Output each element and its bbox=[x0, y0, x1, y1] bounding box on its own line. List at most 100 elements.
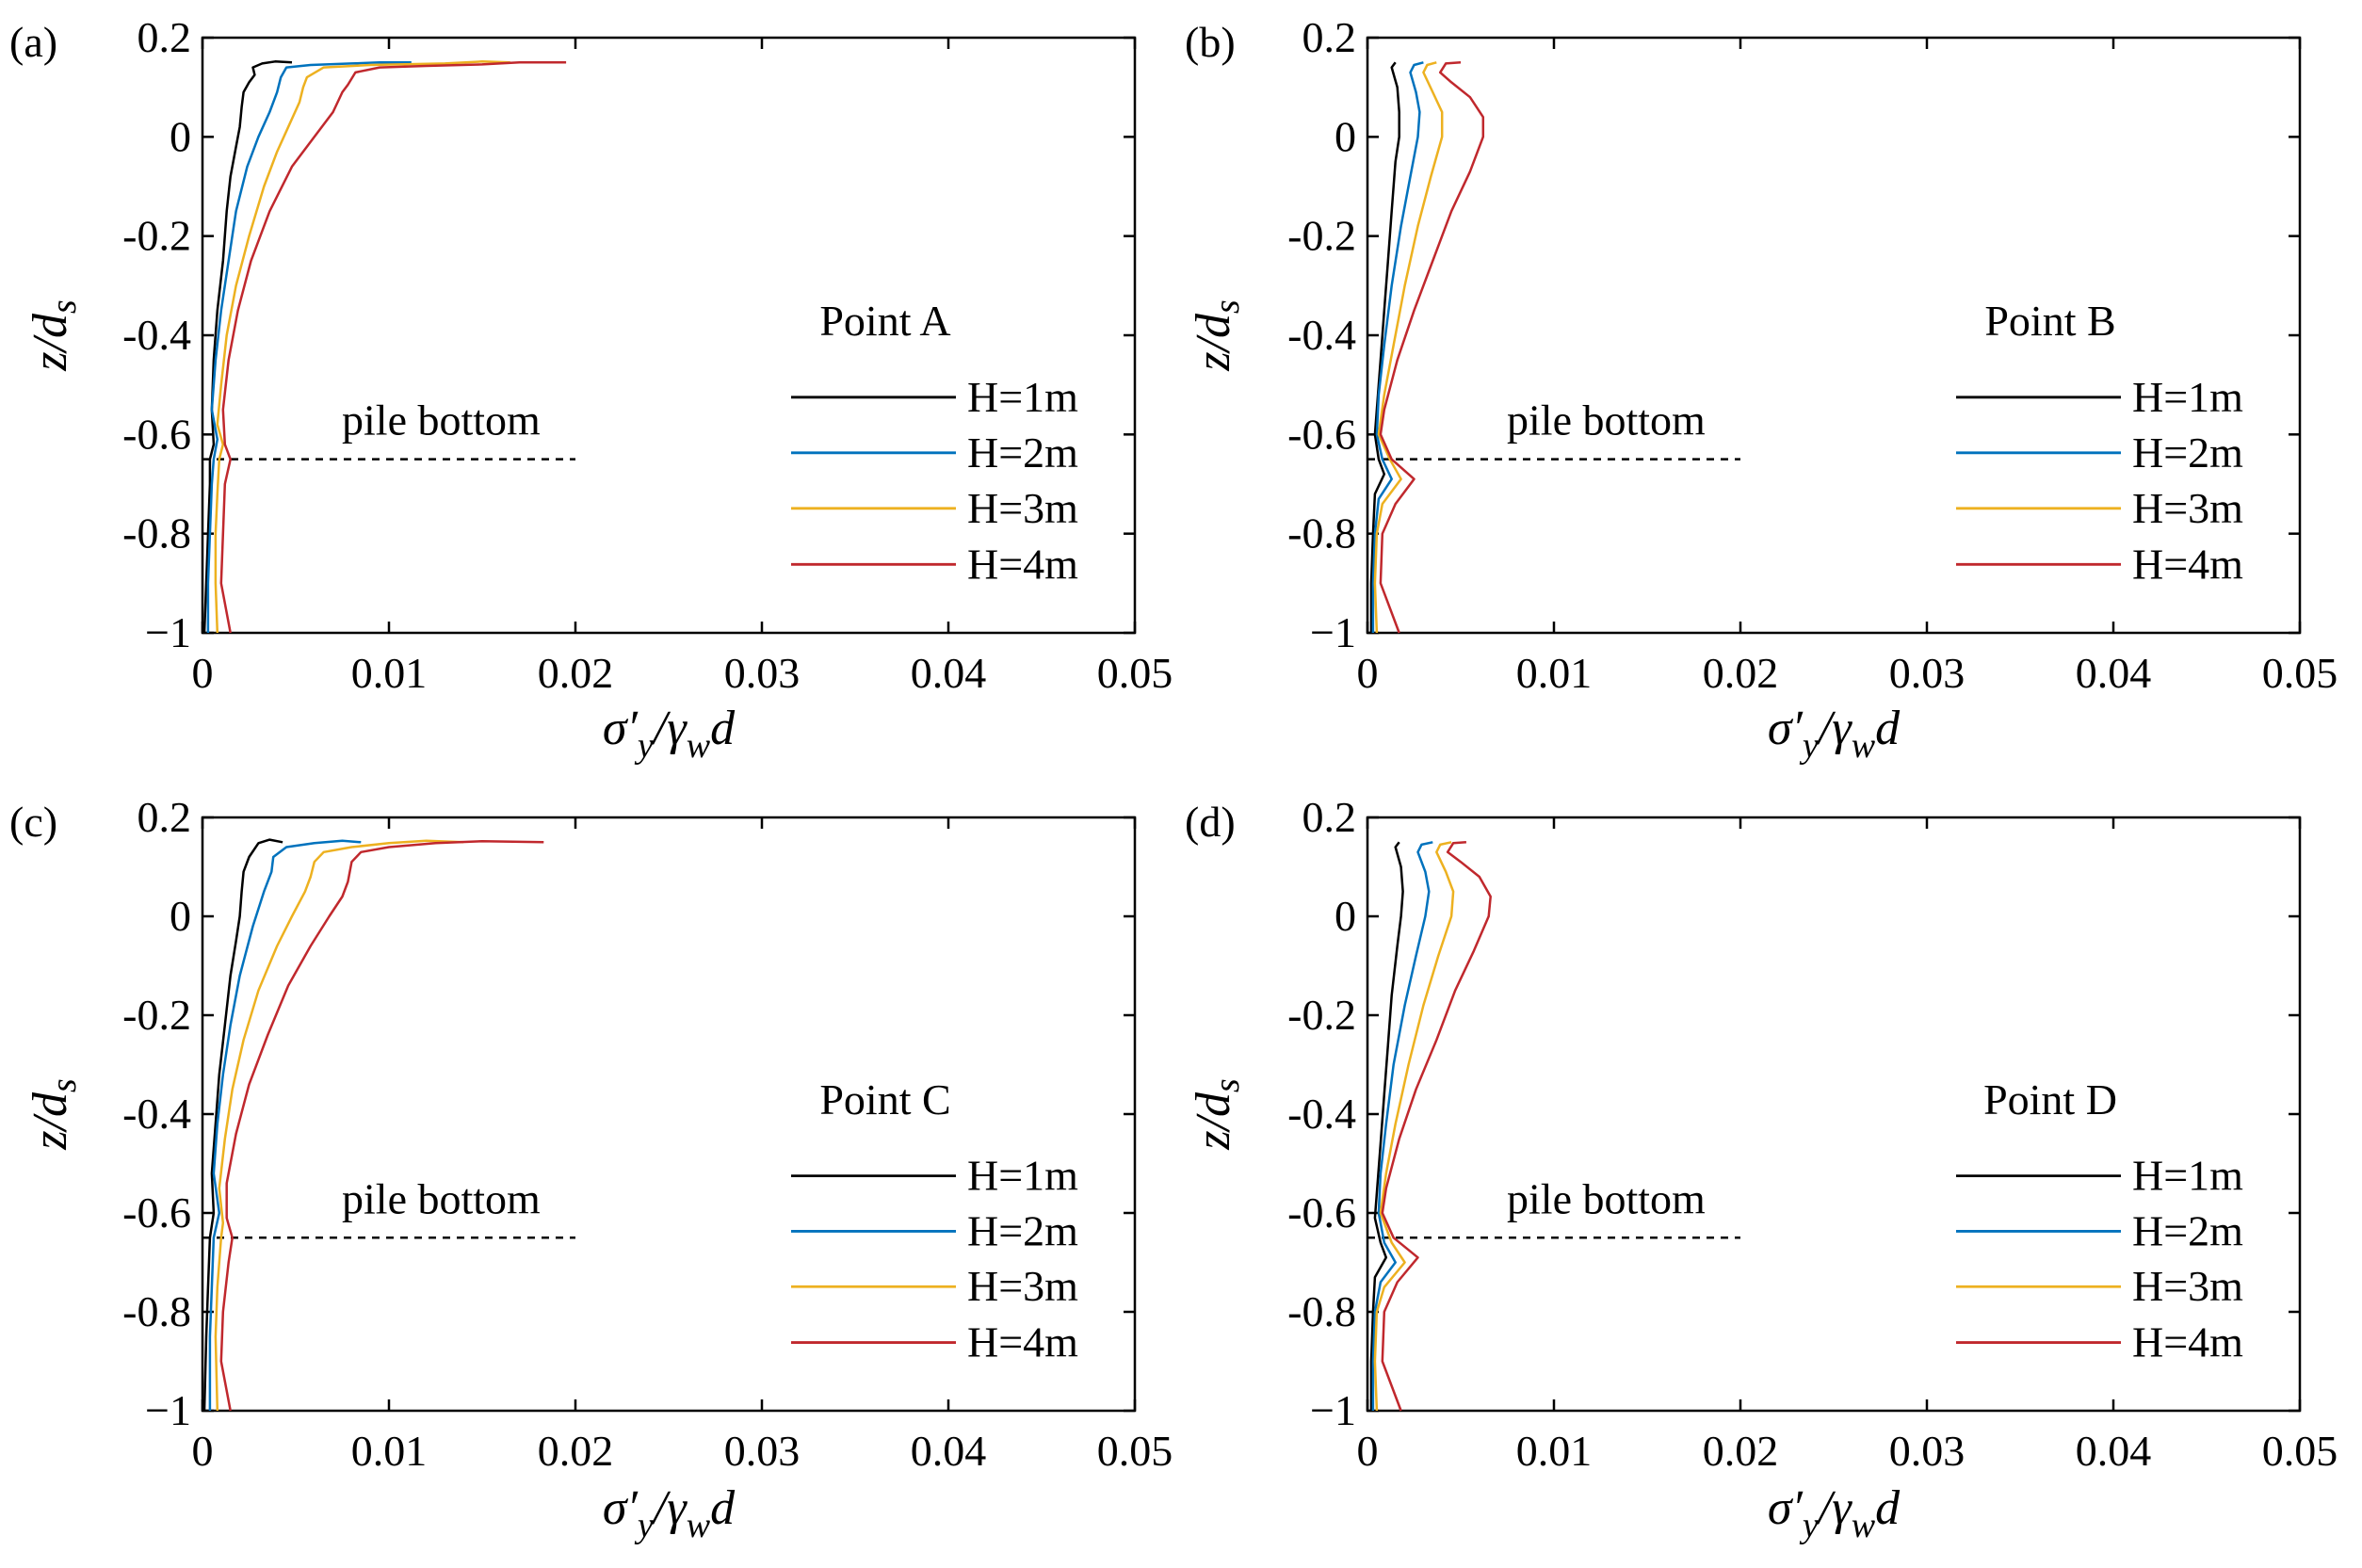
x-tick-label: 0.03 bbox=[1889, 1427, 1966, 1475]
x-tick-label: 0.05 bbox=[2262, 649, 2338, 697]
y-tick-label: -0.4 bbox=[1287, 311, 1356, 359]
series-line-h1 bbox=[202, 838, 283, 1412]
series-line-h4 bbox=[219, 839, 544, 1412]
pile-bottom-label: pile bottom bbox=[1507, 396, 1706, 445]
y-tick-label: 0.2 bbox=[1302, 13, 1357, 61]
x-tick-label: 0.01 bbox=[351, 649, 428, 697]
y-axis-label: z/ds bbox=[24, 1078, 84, 1150]
series-line-h1 bbox=[1369, 61, 1400, 633]
legend-label-h3: H=3m bbox=[2132, 1262, 2243, 1310]
legend-label-h3: H=3m bbox=[967, 1262, 1078, 1310]
series-line-h2 bbox=[1371, 61, 1424, 633]
legend-label-h4: H=4m bbox=[2132, 1318, 2243, 1366]
series-line-h4 bbox=[1379, 61, 1485, 634]
y-tick-label: -0.6 bbox=[122, 1188, 191, 1237]
series-line-h3 bbox=[1373, 841, 1455, 1412]
y-tick-label: -0.6 bbox=[1287, 410, 1356, 458]
series-line-h3 bbox=[1373, 61, 1444, 634]
x-tick-label: 0.05 bbox=[1097, 649, 1173, 697]
legend-label-h4: H=4m bbox=[967, 540, 1078, 588]
y-tick-label: -0.4 bbox=[1287, 1090, 1356, 1138]
x-tick-label: 0 bbox=[192, 649, 214, 697]
x-tick-label: 0.02 bbox=[538, 649, 614, 697]
x-axis-label: σ′y/γwd bbox=[603, 1481, 736, 1545]
y-tick-label: -0.2 bbox=[1287, 212, 1356, 260]
legend-label-h4: H=4m bbox=[967, 1318, 1078, 1366]
y-tick-label: -0.8 bbox=[122, 1287, 191, 1335]
series-line-h1 bbox=[1369, 841, 1404, 1411]
x-tick-label: 0.04 bbox=[911, 649, 987, 697]
legend-label-h1: H=1m bbox=[2132, 1152, 2243, 1200]
panel-label: (d) bbox=[1185, 798, 1236, 846]
pile-bottom-label: pile bottom bbox=[342, 1174, 541, 1222]
x-tick-label: 0.03 bbox=[724, 649, 801, 697]
y-tick-label: -0.2 bbox=[122, 991, 191, 1039]
y-axis-label: z/ds bbox=[24, 299, 84, 371]
legend-label-h1: H=1m bbox=[2132, 373, 2243, 421]
series-line-h3 bbox=[214, 839, 464, 1412]
x-axis-label: σ′y/γwd bbox=[603, 702, 736, 766]
y-tick-label: 0.2 bbox=[138, 13, 192, 61]
y-tick-label: -0.6 bbox=[122, 410, 191, 458]
legend-label-h1: H=1m bbox=[967, 373, 1078, 421]
y-tick-label: -0.8 bbox=[1287, 1287, 1356, 1335]
y-axis-label: z/ds bbox=[1187, 299, 1247, 371]
pile-bottom-label: pile bottom bbox=[1507, 1174, 1706, 1222]
series-line-h4 bbox=[1381, 841, 1492, 1412]
x-tick-label: 0.05 bbox=[1097, 1427, 1173, 1475]
legend-title: Point B bbox=[1984, 297, 2115, 345]
x-tick-label: 0 bbox=[1357, 649, 1379, 697]
y-tick-label: 0 bbox=[1335, 112, 1356, 160]
legend-label-h2: H=2m bbox=[2132, 1206, 2243, 1254]
legend-label-h1: H=1m bbox=[967, 1152, 1078, 1200]
y-tick-label: 0 bbox=[170, 112, 191, 160]
y-tick-label: 0 bbox=[1335, 892, 1356, 940]
y-tick-label: -0.2 bbox=[122, 212, 191, 260]
legend-label-h3: H=3m bbox=[967, 484, 1078, 532]
series-line-h4 bbox=[219, 61, 567, 634]
series-line-h2 bbox=[206, 61, 412, 633]
x-tick-label: 0.05 bbox=[2262, 1427, 2338, 1475]
pile-bottom-label: pile bottom bbox=[342, 396, 541, 445]
x-tick-label: 0.03 bbox=[1889, 649, 1966, 697]
x-tick-label: 0.04 bbox=[2076, 1427, 2152, 1475]
x-tick-label: 0 bbox=[1357, 1427, 1379, 1475]
legend-title: Point D bbox=[1983, 1075, 2117, 1123]
series-line-h2 bbox=[1371, 841, 1433, 1411]
legend-label-h2: H=2m bbox=[2132, 428, 2243, 477]
series-line-h2 bbox=[208, 839, 362, 1411]
y-tick-label: -0.4 bbox=[122, 1090, 191, 1138]
x-tick-label: 0.02 bbox=[1703, 649, 1779, 697]
x-axis-label: σ′y/γwd bbox=[1768, 1481, 1901, 1545]
x-tick-label: 0.01 bbox=[351, 1427, 428, 1475]
panel-label: (c) bbox=[9, 798, 57, 846]
chart-panel-3: 0 0.01 0.02 0.03 0.04 0.05 0.2 0 -0.2 -0.4 -0.6 -0.… bbox=[9, 793, 1173, 1545]
x-tick-label: 0 bbox=[192, 1427, 214, 1475]
x-tick-label: 0.02 bbox=[538, 1427, 614, 1475]
panel-label: (a) bbox=[9, 18, 57, 66]
chart-panel-4: 0 0.01 0.02 0.03 0.04 0.05 0.2 0 -0.2 -0.4 -0.6 -0.… bbox=[1185, 793, 2338, 1545]
x-tick-label: 0.03 bbox=[724, 1427, 801, 1475]
x-tick-label: 0.02 bbox=[1703, 1427, 1779, 1475]
x-tick-label: 0.04 bbox=[911, 1427, 987, 1475]
legend-title: Point C bbox=[819, 1075, 950, 1123]
y-tick-label: -0.8 bbox=[1287, 509, 1356, 558]
y-tick-label: −1 bbox=[1310, 1386, 1356, 1434]
x-tick-label: 0.04 bbox=[2076, 649, 2152, 697]
legend-title: Point A bbox=[819, 297, 950, 345]
y-tick-label: 0.2 bbox=[138, 793, 192, 841]
y-tick-label: 0 bbox=[170, 892, 191, 940]
x-axis-label: σ′y/γwd bbox=[1768, 702, 1901, 766]
legend-label-h3: H=3m bbox=[2132, 484, 2243, 532]
chart-panel-2: 0 0.01 0.02 0.03 0.04 0.05 0.2 0 -0.2 -0.4 -0.6 -0.… bbox=[1185, 13, 2338, 766]
legend-label-h2: H=2m bbox=[967, 428, 1078, 477]
legend-label-h4: H=4m bbox=[2132, 540, 2243, 588]
y-tick-label: -0.4 bbox=[122, 311, 191, 359]
y-tick-label: -0.6 bbox=[1287, 1188, 1356, 1237]
y-tick-label: -0.8 bbox=[122, 509, 191, 558]
legend-label-h2: H=2m bbox=[967, 1206, 1078, 1254]
y-tick-label: −1 bbox=[145, 1386, 191, 1434]
y-axis-label: z/ds bbox=[1187, 1078, 1247, 1150]
panel-label: (b) bbox=[1185, 18, 1236, 66]
